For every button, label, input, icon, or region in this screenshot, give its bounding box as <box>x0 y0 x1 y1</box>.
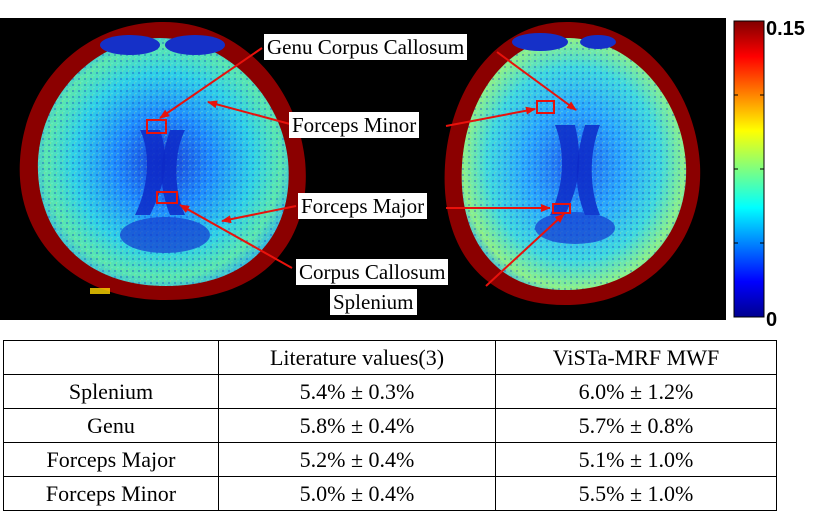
table-header-cell <box>3 340 219 375</box>
right-brain-slice <box>444 21 701 305</box>
table-cell: 5.4% ± 0.3% <box>218 374 496 409</box>
arrow-forceps-minor-right <box>445 106 536 127</box>
left-brain-slice <box>19 21 306 300</box>
label-forceps-major: Forceps Major <box>298 193 428 219</box>
colorbar <box>733 20 765 318</box>
roi-splenium-right <box>552 203 571 214</box>
arrow-genu-left <box>159 47 263 119</box>
table-cell: 5.0% ± 0.4% <box>218 476 496 511</box>
arrow-genu-right <box>496 51 577 111</box>
roi-genu-left <box>146 119 167 134</box>
table-row-label: Splenium <box>3 374 219 409</box>
table-row: Genu 5.8% ± 0.4% 5.7% ± 0.8% <box>3 408 777 443</box>
arrow-splenium-right <box>485 213 565 287</box>
arrow-forceps-minor-left <box>207 100 291 125</box>
arrow-splenium-left <box>179 204 293 269</box>
colorbar-min-label: 0 <box>766 309 778 331</box>
label-splenium: Splenium <box>330 289 417 315</box>
label-corpus-callosum: Corpus Callosum <box>296 259 449 285</box>
table-row-label: Genu <box>3 408 219 443</box>
table-row-label: Forceps Minor <box>3 476 219 511</box>
mwf-map-panel <box>0 18 726 320</box>
mwf-comparison-table: Literature values(3) ViSTa-MRF MWF Spleniu… <box>3 340 777 511</box>
table-cell: 5.8% ± 0.4% <box>218 408 496 443</box>
table-cell: 6.0% ± 1.2% <box>495 374 777 409</box>
table-cell: 5.1% ± 1.0% <box>495 442 777 477</box>
table-header-row: Literature values(3) ViSTa-MRF MWF <box>3 340 777 375</box>
table-header-cell: ViSTa-MRF MWF <box>495 340 777 375</box>
arrow-forceps-major-left <box>221 205 297 224</box>
label-genu-corpus-callosum: Genu Corpus Callosum <box>264 34 468 60</box>
table-row-label: Forceps Major <box>3 442 219 477</box>
table-row: Forceps Minor 5.0% ± 0.4% 5.5% ± 1.0% <box>3 476 777 511</box>
label-forceps-minor: Forceps Minor <box>289 112 420 138</box>
table-row: Forceps Major 5.2% ± 0.4% 5.1% ± 1.0% <box>3 442 777 477</box>
roi-splenium-left <box>156 191 178 204</box>
colorbar-max-label: 0.15 <box>766 18 805 40</box>
roi-genu-right <box>536 100 555 114</box>
table-cell: 5.7% ± 0.8% <box>495 408 777 443</box>
table-header-cell: Literature values(3) <box>218 340 496 375</box>
table-cell: 5.5% ± 1.0% <box>495 476 777 511</box>
table-row: Splenium 5.4% ± 0.3% 6.0% ± 1.2% <box>3 374 777 409</box>
table-cell: 5.2% ± 0.4% <box>218 442 496 477</box>
